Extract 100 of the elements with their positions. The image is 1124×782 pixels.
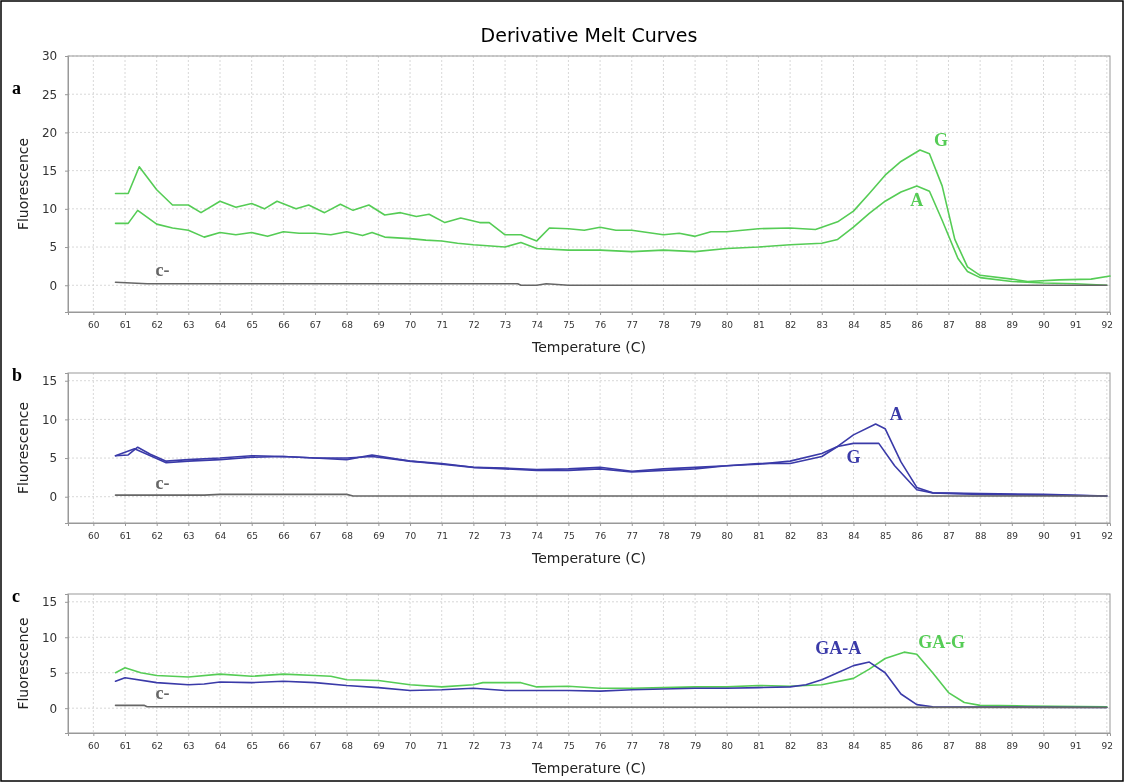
x-tick-label: 78 (658, 319, 670, 330)
x-tick-label: 60 (88, 740, 100, 751)
text: a (12, 78, 21, 98)
x-tick-label: 70 (404, 740, 417, 751)
x-tick-label: 74 (531, 319, 544, 330)
x-tick-label: 66 (278, 740, 290, 751)
x-tick-label: 86 (911, 530, 924, 541)
series-label: G (846, 447, 861, 468)
x-tick-label: 90 (1038, 319, 1050, 330)
y-tick-label: 15 (41, 595, 58, 610)
x-tick-label: 62 (151, 530, 163, 541)
x-tick-label: 80 (721, 319, 734, 330)
y-tick-label: 5 (49, 666, 58, 681)
x-tick-label: 79 (689, 319, 702, 330)
y-tick-label: 5 (49, 240, 58, 255)
x-tick-label: 86 (911, 740, 924, 751)
y-tick-label: 5 (49, 451, 58, 466)
x-tick-label: 77 (626, 319, 638, 330)
x-tick-label: 76 (594, 530, 607, 541)
x-tick-label: 71 (436, 530, 448, 541)
series-label: c- (155, 683, 170, 704)
x-tick-label: 84 (848, 740, 860, 751)
x-tick-label: 75 (563, 530, 575, 541)
y-tick-label: 30 (41, 49, 58, 64)
x-axis-title: Temperature (C) (531, 550, 646, 566)
x-tick-label: 73 (499, 530, 512, 541)
x-tick-label: 78 (658, 740, 670, 751)
x-tick-label: 92 (1101, 740, 1114, 751)
series-label: A (889, 404, 903, 425)
series-label: GA-G (918, 632, 966, 653)
x-tick-label: 90 (1038, 740, 1050, 751)
y-tick-label: 15 (41, 163, 58, 178)
x-tick-label: 84 (848, 530, 860, 541)
x-tick-label: 76 (594, 319, 607, 330)
x-tick-label: 72 (468, 740, 480, 751)
x-axis-title: Temperature (C) (531, 339, 646, 355)
x-tick-label: 79 (689, 530, 702, 541)
y-tick-label: 25 (41, 87, 58, 102)
x-tick-label: 89 (1006, 740, 1019, 751)
x-tick-label: 86 (911, 319, 924, 330)
x-tick-label: 91 (1069, 319, 1082, 330)
series-label: A (910, 189, 924, 210)
x-tick-label: 74 (531, 530, 544, 541)
y-tick-label: 0 (49, 701, 58, 716)
x-tick-label: 89 (1006, 319, 1019, 330)
x-tick-label: 70 (404, 319, 417, 330)
x-tick-label: 79 (689, 740, 702, 751)
x-tick-label: 68 (341, 319, 354, 330)
x-tick-label: 61 (119, 530, 132, 541)
x-tick-label: 71 (436, 319, 448, 330)
x-tick-label: 85 (879, 319, 892, 330)
y-tick-label: 0 (49, 278, 58, 293)
y-tick-label: 10 (41, 412, 58, 427)
x-tick-label: 72 (468, 319, 480, 330)
x-tick-label: 70 (404, 530, 417, 541)
x-tick-label: 67 (309, 319, 322, 330)
text: b (12, 365, 23, 385)
text: c (12, 586, 20, 606)
x-tick-label: 72 (468, 530, 480, 541)
x-tick-label: 64 (214, 319, 227, 330)
x-tick-label: 87 (943, 319, 955, 330)
x-tick-label: 64 (214, 530, 227, 541)
x-tick-label: 92 (1101, 530, 1114, 541)
x-tick-label: 87 (943, 740, 955, 751)
x-tick-label: 73 (499, 319, 512, 330)
x-tick-label: 68 (341, 740, 354, 751)
series-label: c- (155, 473, 170, 494)
x-tick-label: 82 (784, 530, 797, 541)
x-tick-label: 64 (214, 740, 227, 751)
x-tick-label: 81 (753, 319, 765, 330)
x-tick-label: 82 (784, 740, 797, 751)
x-tick-label: 60 (88, 319, 100, 330)
x-axis-title: Temperature (C) (531, 760, 646, 776)
x-tick-label: 85 (879, 740, 892, 751)
series-label: c- (155, 260, 170, 281)
x-tick-label: 82 (784, 319, 797, 330)
x-tick-label: 76 (594, 740, 607, 751)
x-tick-label: 74 (531, 740, 544, 751)
series-label: G (933, 129, 948, 150)
x-tick-label: 83 (816, 319, 829, 330)
x-tick-label: 67 (309, 740, 322, 751)
x-tick-label: 81 (753, 530, 765, 541)
x-tick-label: 80 (721, 530, 734, 541)
x-tick-label: 65 (246, 740, 258, 751)
x-tick-label: 69 (373, 740, 385, 751)
x-tick-label: 69 (373, 530, 385, 541)
x-tick-label: 61 (119, 740, 132, 751)
series-label: GA-A (815, 638, 862, 659)
x-tick-label: 77 (626, 740, 638, 751)
y-tick-label: 10 (41, 202, 58, 217)
x-tick-label: 63 (183, 530, 195, 541)
x-tick-label: 77 (626, 530, 638, 541)
x-tick-label: 71 (436, 740, 448, 751)
x-tick-label: 65 (246, 530, 258, 541)
x-tick-label: 88 (974, 319, 987, 330)
chart-title: Derivative Melt Curves (480, 24, 698, 46)
y-axis-title: Fluorescence (15, 137, 31, 231)
y-axis-title: Fluorescence (15, 401, 31, 495)
y-tick-label: 20 (41, 125, 58, 140)
x-tick-label: 83 (816, 740, 829, 751)
